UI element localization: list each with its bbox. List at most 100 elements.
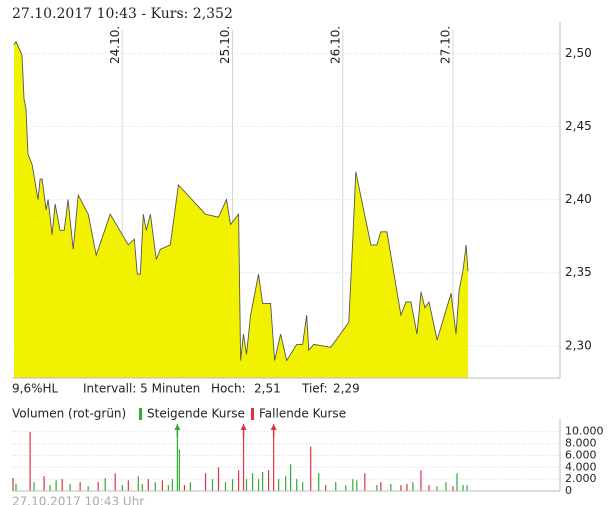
volume-bar: [245, 479, 248, 491]
volume-bar: [242, 424, 245, 491]
volume-bar: [380, 482, 382, 491]
y-tick-label: 2.000: [565, 472, 597, 485]
volume-bar: [43, 476, 45, 491]
y-tick-label: 6.000: [565, 448, 597, 461]
volume-bar: [147, 479, 149, 491]
info-high-label: Hoch:: [211, 382, 246, 396]
legend-label: Fallende Kurse: [259, 407, 346, 421]
volume-bar: [462, 485, 464, 491]
volume-bar: [79, 482, 81, 491]
volume-bar: [29, 431, 31, 491]
volume-bar: [55, 480, 57, 491]
volume-bar: [335, 482, 337, 491]
volume-bar: [285, 476, 287, 491]
volume-bar: [61, 479, 63, 491]
volume-bar: [204, 473, 207, 491]
volume-bar: [257, 479, 260, 491]
legend-swatch: [139, 408, 142, 420]
volume-bar: [183, 485, 186, 491]
volume-bar: [189, 482, 192, 491]
info-low-label: Tief:: [301, 382, 328, 396]
volume-bar: [466, 485, 468, 491]
legend-swatch: [251, 408, 254, 420]
info-range: 9,6%HL: [12, 382, 59, 396]
volume-bar: [127, 480, 129, 491]
volume-bar: [87, 486, 89, 491]
x-tick-label: 24.10.: [108, 26, 122, 64]
volume-bar: [33, 482, 35, 491]
volume-bar: [352, 479, 354, 491]
footer: 27.10.2017 10:43 Uhr: [12, 495, 144, 505]
volume-bar: [310, 446, 312, 491]
volume-bar: [15, 483, 17, 491]
info-interval: Intervall: 5 Minuten: [83, 382, 200, 396]
y-tick-label: 10.000: [565, 425, 604, 438]
volume-bar: [211, 479, 214, 491]
y-tick-label: 2,50: [565, 46, 592, 60]
volume-bar: [345, 485, 347, 491]
overflow-arrow-head: [270, 424, 277, 430]
volume-bar: [428, 485, 430, 491]
volume-bar: [412, 482, 414, 491]
price-line: [13, 40, 469, 362]
x-tick-label: 27.10.: [439, 26, 453, 64]
volume-bar: [224, 482, 227, 491]
volume-bar: [376, 485, 378, 491]
volume-bar: [237, 470, 240, 491]
volume-bar: [456, 473, 458, 491]
x-tick-label: 26.10.: [328, 26, 342, 64]
volume-bar: [296, 479, 298, 491]
volume-bar: [445, 482, 447, 491]
overflow-arrow-head: [174, 424, 181, 430]
y-tick-label: 2,40: [565, 192, 592, 206]
volume-bar: [154, 482, 156, 491]
volume-bar: [452, 486, 454, 491]
volume-bar: [178, 449, 180, 491]
volume-bar: [176, 424, 178, 491]
y-tick-label: 8.000: [565, 437, 597, 450]
volume-bar: [97, 482, 99, 491]
volume-bar: [290, 464, 292, 491]
volume-bar: [104, 477, 106, 491]
y-tick-label: 2,35: [565, 265, 592, 279]
volume-bars: [12, 424, 468, 491]
volume-bar: [12, 477, 14, 491]
volume-bar: [231, 479, 234, 491]
volume-title: Volumen (rot-grün): [12, 407, 126, 421]
volume-bar: [356, 480, 358, 491]
info-low: 2,29: [333, 382, 360, 396]
volume-bar: [217, 467, 220, 491]
volume-bar: [406, 483, 408, 491]
volume-bar: [273, 424, 275, 491]
volume-bar: [262, 472, 264, 491]
volume-bar: [400, 485, 402, 491]
volume-bar: [171, 479, 174, 491]
y-tick-label: 2,45: [565, 119, 592, 133]
volume-bar: [325, 485, 327, 491]
y-tick-label: 2,30: [565, 338, 592, 352]
volume-bar: [114, 473, 116, 491]
volume-bar: [137, 476, 139, 491]
volume-bar: [278, 479, 280, 491]
header: 27.10.2017 10:43 - Kurs: 2,352: [12, 6, 233, 22]
info-high: 2,51: [254, 382, 281, 396]
volume-bar: [318, 473, 320, 491]
volume-bar: [49, 485, 51, 491]
volume-bar: [69, 483, 71, 491]
volume-bar: [167, 485, 169, 491]
volume-bar: [436, 486, 438, 491]
price-area: [14, 41, 468, 378]
volume-bar: [251, 473, 254, 491]
volume-bar: [161, 480, 163, 491]
volume-bar: [420, 470, 422, 491]
x-tick-label: 25.10.: [218, 26, 232, 64]
volume-bar: [364, 473, 366, 491]
volume-bar: [302, 482, 304, 491]
overflow-arrow-head: [240, 424, 247, 430]
y-tick-label: 4.000: [565, 460, 597, 473]
y-tick-label: 0: [565, 484, 572, 497]
volume-bar: [390, 483, 392, 491]
volume-bar: [141, 483, 143, 491]
volume-bar: [267, 470, 270, 491]
